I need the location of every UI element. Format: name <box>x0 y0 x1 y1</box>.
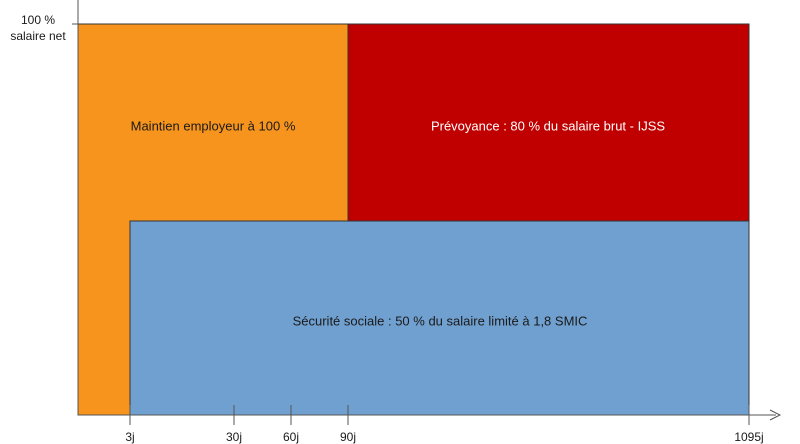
y-axis-label-line1: 100 % <box>20 13 56 27</box>
securite-sociale-region <box>129 220 750 416</box>
y-axis-label: 100 % salaire net <box>0 12 76 44</box>
x-tick-label-1095j: 1095j <box>734 430 764 444</box>
securite-sociale-region-label: Sécurité sociale : 50 % du salaire limit… <box>292 313 588 329</box>
x-tick-label-30j: 30j <box>225 430 243 444</box>
prevoyance-region <box>347 23 750 222</box>
y-axis-label-line2: salaire net <box>10 29 66 43</box>
x-axis-arrow <box>769 409 782 421</box>
employer-region-label: Maintien employeur à 100 % <box>130 118 296 134</box>
prevoyance-region-label: Prévoyance : 80 % du salaire brut - IJSS <box>430 118 666 134</box>
x-tick-label-3j: 3j <box>125 430 135 444</box>
x-tick-label-60j: 60j <box>282 430 300 444</box>
x-tick-label-90j: 90j <box>339 430 357 444</box>
